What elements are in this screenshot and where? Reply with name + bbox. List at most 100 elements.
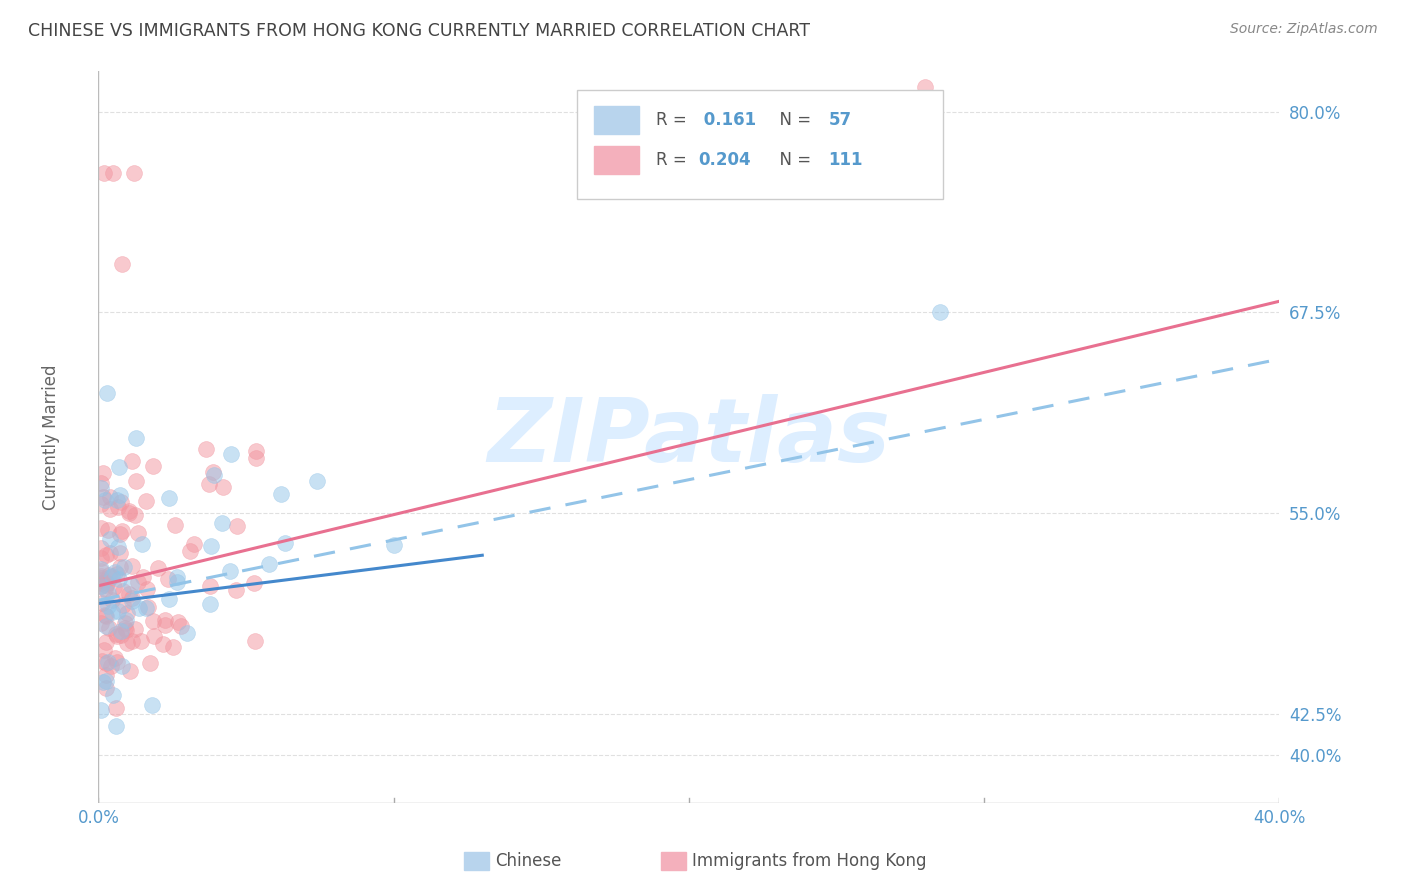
Point (91, 490, 114, 504)
Point (114, 613, 136, 627)
Point (101, 605, 124, 619)
Point (90, 615, 112, 630)
Point (105, 567, 128, 582)
Point (104, 627, 127, 641)
Point (211, 516, 233, 530)
Point (183, 536, 205, 550)
Point (91, 654, 114, 668)
Point (131, 537, 153, 551)
Point (118, 504, 141, 518)
Point (157, 491, 180, 505)
Point (118, 506, 141, 520)
Point (136, 599, 159, 614)
Point (129, 634, 152, 648)
Point (127, 575, 149, 590)
Text: 57: 57 (828, 111, 852, 128)
Point (176, 625, 198, 640)
Point (125, 431, 148, 445)
Point (96, 577, 118, 591)
Point (90, 475, 112, 490)
Point (118, 665, 141, 679)
Point (93, 166, 115, 180)
Text: 0.161: 0.161 (699, 111, 756, 128)
Point (382, 538, 405, 552)
Point (112, 583, 135, 598)
Point (101, 569, 124, 583)
Point (132, 570, 155, 584)
Point (165, 517, 187, 532)
Point (90, 702, 112, 716)
Point (243, 633, 266, 648)
Point (128, 601, 150, 615)
Point (225, 519, 247, 533)
Point (111, 257, 134, 271)
Point (125, 474, 148, 488)
Point (219, 447, 242, 461)
Point (97, 524, 120, 538)
Point (97, 656, 120, 670)
Point (114, 621, 136, 635)
Point (124, 508, 146, 522)
Point (195, 442, 218, 456)
Point (142, 629, 165, 643)
Point (111, 659, 134, 673)
Point (110, 628, 132, 642)
Point (135, 600, 157, 615)
Point (90, 561, 112, 575)
Point (111, 524, 134, 538)
Point (115, 635, 138, 649)
Point (104, 651, 127, 665)
Bar (595, 146, 640, 174)
Point (104, 565, 127, 579)
Point (90, 569, 112, 583)
Point (93, 642, 115, 657)
Point (97, 621, 120, 635)
Point (120, 577, 142, 591)
Text: Immigrants from Hong Kong: Immigrants from Hong Kong (692, 852, 927, 870)
Point (136, 582, 159, 596)
Text: N =: N = (769, 111, 817, 128)
Point (245, 450, 267, 465)
Point (94, 667, 117, 681)
Point (105, 719, 128, 733)
Point (91, 467, 114, 481)
Point (103, 580, 125, 594)
Point (90, 497, 112, 511)
Point (101, 592, 124, 607)
Text: R =: R = (655, 111, 692, 128)
Point (105, 492, 128, 507)
Point (142, 614, 165, 628)
Point (94, 674, 117, 689)
Point (94, 634, 117, 648)
Point (94, 607, 117, 622)
Point (202, 468, 225, 483)
Point (90, 541, 112, 555)
Point (96, 385, 118, 400)
Point (152, 637, 174, 651)
Point (108, 572, 131, 586)
Point (112, 598, 135, 612)
Point (110, 488, 132, 502)
Point (98, 532, 121, 546)
Point (124, 622, 146, 636)
Point (100, 659, 122, 673)
Point (103, 166, 125, 180)
Text: Source: ZipAtlas.com: Source: ZipAtlas.com (1230, 22, 1378, 37)
Point (142, 459, 165, 474)
Point (121, 453, 143, 467)
Point (94, 681, 117, 695)
Point (121, 591, 143, 605)
Point (146, 561, 169, 575)
Point (166, 575, 188, 590)
Point (914, 80, 936, 95)
Point (94, 657, 117, 671)
Text: R =: R = (655, 151, 692, 169)
Point (107, 604, 129, 618)
Point (105, 656, 128, 670)
Point (162, 640, 184, 655)
Point (108, 460, 131, 475)
Point (115, 606, 138, 620)
Point (114, 615, 136, 630)
Point (202, 465, 225, 479)
Text: ZIPatlas: ZIPatlas (488, 393, 890, 481)
